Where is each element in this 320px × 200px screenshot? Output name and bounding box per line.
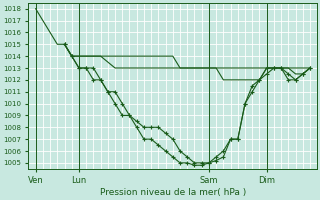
X-axis label: Pression niveau de la mer( hPa ): Pression niveau de la mer( hPa ) [100,188,246,197]
